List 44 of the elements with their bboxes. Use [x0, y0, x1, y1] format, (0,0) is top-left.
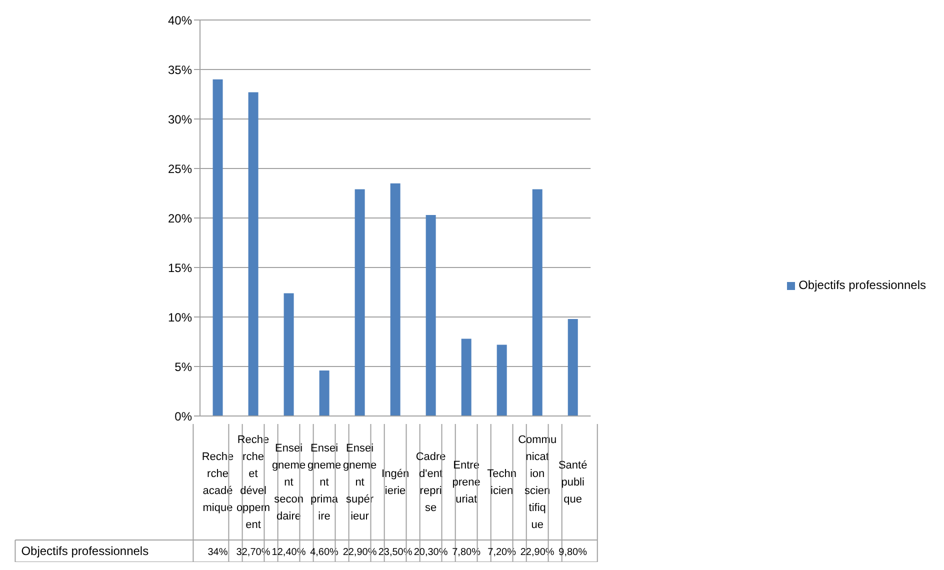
data-label: 32,70% [236, 547, 270, 558]
bar [319, 370, 330, 416]
data-label: 7,20% [488, 547, 516, 558]
data-label: 9,80% [558, 547, 588, 558]
x-tick-label: Cadre d'entreprise [416, 451, 446, 514]
y-tick-label: 25% [168, 162, 192, 176]
data-label: 23,50% [378, 547, 412, 558]
x-tick-label: Enseignement supérieur [342, 442, 377, 522]
bar [354, 189, 365, 416]
y-tick-label: 15% [168, 260, 192, 275]
y-tick-label: 40% [168, 13, 192, 28]
x-tick-label: Santé publique [558, 460, 588, 506]
x-tick-label: Recherche et développement [236, 434, 270, 531]
x-tick-label: Ingénierie [382, 468, 410, 497]
bar [461, 338, 472, 416]
bar [390, 183, 400, 416]
x-tick-label: Communication scientifique [518, 434, 557, 531]
data-label: 20,30% [414, 547, 448, 558]
y-tick-label: 0% [174, 409, 192, 424]
bar [426, 215, 436, 416]
data-label: 34% [208, 547, 228, 558]
bar [532, 189, 542, 416]
legend-label: Objectifs professionnels [798, 278, 926, 292]
y-tick-label: 5% [174, 360, 192, 374]
x-tick-label: Recherche académique [202, 451, 234, 514]
y-tick-label: 35% [168, 62, 192, 77]
data-label: 22,90% [342, 547, 377, 558]
x-tick-label: Technicien [487, 468, 516, 497]
data-label: 12,40% [272, 547, 306, 558]
bar [568, 318, 578, 416]
text: Objectifs professionnels [21, 544, 149, 558]
data-label: 7,80% [452, 547, 481, 558]
x-tick-label: Enseignement secondaire [272, 442, 306, 522]
bar [284, 293, 294, 416]
x-tick-label: Enseignement primaire [307, 442, 342, 522]
bar [212, 79, 223, 416]
y-tick-label: 30% [168, 112, 192, 126]
bar [496, 344, 507, 416]
x-tick-label: Entrepreneuriat [452, 460, 480, 506]
bar [248, 92, 258, 416]
y-tick-label: 10% [168, 310, 192, 324]
y-tick-label: 20% [168, 211, 192, 226]
data-label: 22,90% [520, 547, 554, 558]
data-label: 4,60% [310, 547, 339, 558]
